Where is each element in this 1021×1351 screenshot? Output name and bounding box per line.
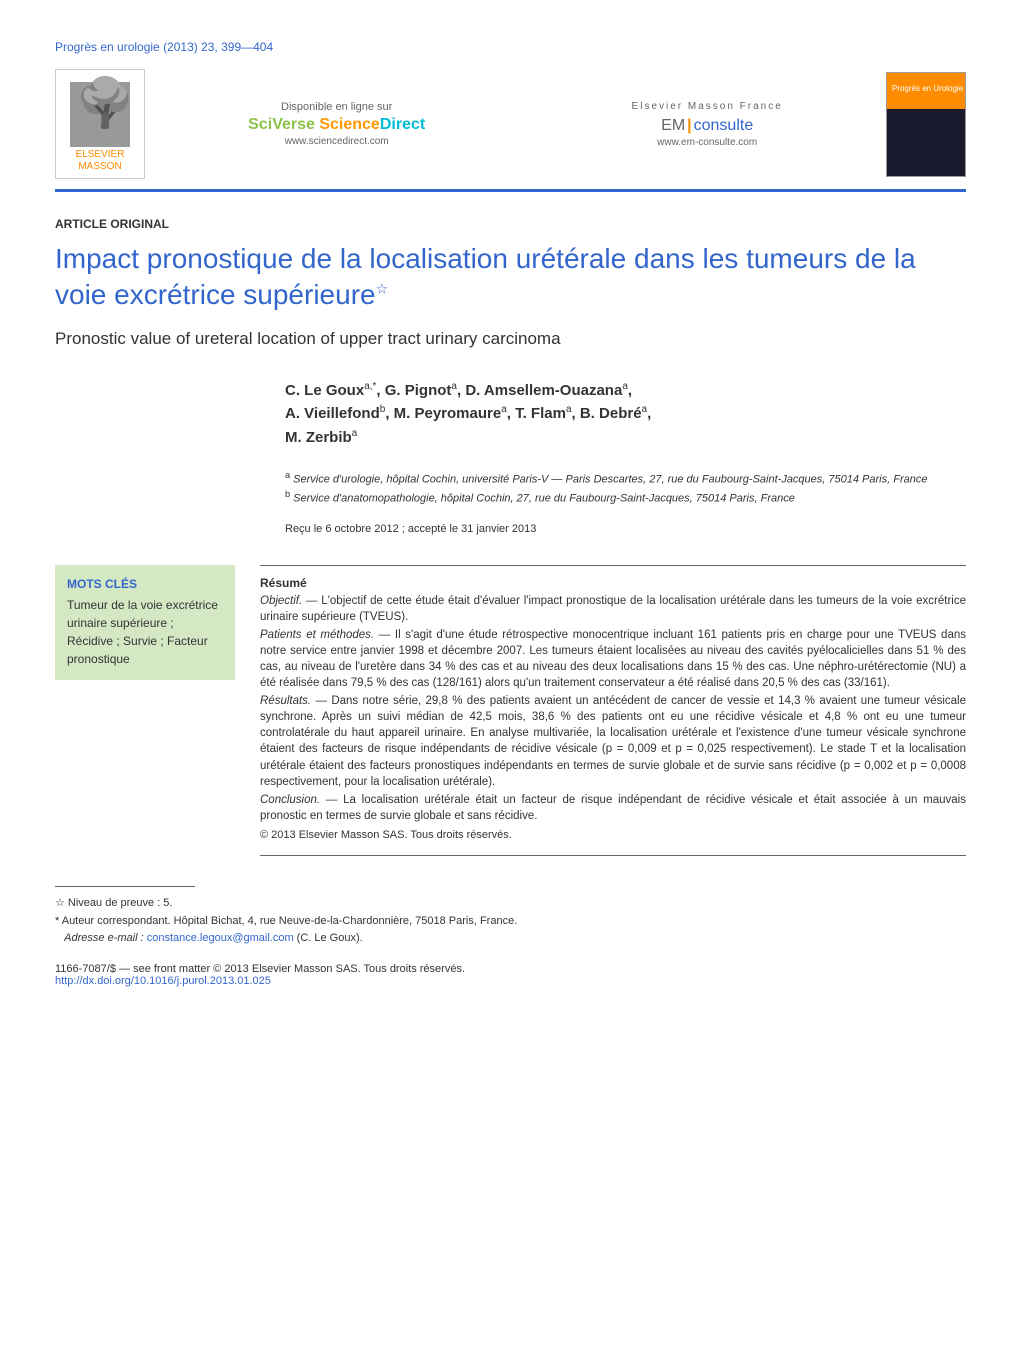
authors-block: C. Le Gouxa,*, G. Pignot a , D. Amsellem-O…	[285, 379, 966, 450]
article-dates: Reçu le 6 octobre 2012 ; accepté le 31 j…	[285, 523, 966, 535]
section-label: Objectif. —	[260, 595, 318, 607]
affiliation-a: Service d'urologie, hôpital Cochin, univ…	[293, 474, 927, 486]
keywords-title: MOTS CLÉS	[67, 577, 223, 591]
footer-separator	[55, 886, 195, 887]
publisher-name: ELSEVIER MASSON	[61, 149, 139, 173]
section-text: La localisation urétérale était un facte…	[260, 794, 966, 822]
science-text: Science	[319, 116, 379, 133]
affiliation-b: Service d'anatomopathologie, hôpital Coc…	[293, 493, 795, 505]
footnote-level: ☆ Niveau de preuve : 5.	[55, 895, 966, 913]
sciverse-logo: SciVerse ScienceDirect	[248, 116, 425, 134]
affiliations: a Service d'urologie, hôpital Cochin, un…	[285, 469, 966, 507]
direct-text: Direct	[380, 116, 425, 133]
sciencedirect-url[interactable]: www.sciencedirect.com	[248, 136, 425, 147]
section-text: L'objectif de cette étude était d'évalue…	[260, 595, 966, 623]
header-banner: ELSEVIER MASSON Disponible en ligne sur …	[55, 69, 966, 192]
consulte-text: consulte	[694, 117, 754, 134]
article-type: ARTICLE ORIGINAL	[55, 217, 966, 231]
article-title-en: Pronostic value of ureteral location of …	[55, 329, 966, 349]
abstract-copyright: © 2013 Elsevier Masson SAS. Tous droits …	[260, 828, 966, 843]
abstract-objectif: Objectif. — L'objectif de cette étude ét…	[260, 593, 966, 625]
emconsulte-url[interactable]: www.em-consulte.com	[632, 137, 783, 148]
banner-center: Disponible en ligne sur SciVerse Science…	[165, 101, 866, 148]
keywords-box: MOTS CLÉS Tumeur de la voie excrétrice u…	[55, 565, 235, 680]
abstract-patients: Patients et méthodes. — Il s'agit d'une …	[260, 627, 966, 691]
section-label: Patients et méthodes. —	[260, 629, 390, 641]
author: C. Le Goux	[285, 382, 364, 399]
sciencedirect-block: Disponible en ligne sur SciVerse Science…	[248, 101, 425, 148]
em-text: EM	[661, 117, 685, 134]
author: , B. Debré	[572, 405, 642, 422]
doi-link[interactable]: http://dx.doi.org/10.1016/j.purol.2013.0…	[55, 975, 966, 987]
journal-reference: Progrès en urologie (2013) 23, 399—404	[55, 40, 966, 54]
keywords-list: Tumeur de la voie excrétrice urinaire su…	[67, 596, 223, 668]
publisher-logo: ELSEVIER MASSON	[55, 69, 145, 179]
authors-list: C. Le Gouxa,*, G. Pignot a , D. Amsellem-O…	[285, 379, 966, 450]
abstract-conclusion: Conclusion. — La localisation urétérale …	[260, 792, 966, 824]
footnote-corresponding: * Auteur correspondant. Hôpital Bichat, …	[55, 913, 966, 931]
body-row: MOTS CLÉS Tumeur de la voie excrétrice u…	[55, 565, 966, 857]
elsevier-tree-icon	[70, 82, 130, 147]
author-sep: ,	[628, 382, 632, 399]
affil-marker: b	[285, 489, 290, 499]
author: M. Zerbib	[285, 429, 352, 446]
author-affil-sup: a	[352, 428, 358, 439]
email-link[interactable]: constance.legoux@gmail.com	[147, 932, 294, 944]
section-label: Résultats. —	[260, 695, 327, 707]
footnotes: ☆ Niveau de preuve : 5. * Auteur corresp…	[55, 895, 966, 948]
cover-label: Progrès en Urologie	[892, 85, 963, 93]
section-label: Conclusion. —	[260, 794, 337, 806]
email-label: Adresse e-mail :	[64, 932, 147, 944]
abstract-title: Résumé	[260, 576, 966, 590]
elsevier-france-label: Elsevier Masson France	[632, 101, 783, 112]
abstract-resultats: Résultats. — Dans notre série, 29,8 % de…	[260, 693, 966, 790]
author: , T. Flam	[507, 405, 566, 422]
author: , D. Amsellem-Ouazana	[457, 382, 622, 399]
pipe-icon: |	[687, 117, 691, 134]
email-suffix: (C. Le Goux).	[294, 932, 363, 944]
front-matter: 1166-7087/$ — see front matter © 2013 El…	[55, 963, 966, 987]
sciverse-text: SciVerse	[248, 116, 319, 133]
title-star-icon: ☆	[376, 281, 389, 297]
available-label: Disponible en ligne sur	[248, 101, 425, 113]
title-text: Impact pronostique de la localisation ur…	[55, 243, 916, 310]
issn-line: 1166-7087/$ — see front matter © 2013 El…	[55, 963, 966, 975]
section-text: Dans notre série, 29,8 % des patients av…	[260, 695, 966, 787]
author: , M. Peyromaure	[385, 405, 501, 422]
affil-marker: a	[285, 470, 290, 480]
emconsulte-logo: EM|consulte	[632, 117, 783, 135]
article-title-fr: Impact pronostique de la localisation ur…	[55, 241, 966, 314]
author-sep: ,	[647, 405, 651, 422]
abstract: Résumé Objectif. — L'objectif de cette é…	[260, 565, 966, 857]
emconsulte-block: Elsevier Masson France EM|consulte www.e…	[632, 101, 783, 148]
journal-cover: Progrès en Urologie	[886, 72, 966, 177]
footnote-email-line: Adresse e-mail : constance.legoux@gmail.…	[55, 930, 966, 948]
author: A. Vieillefond	[285, 405, 380, 422]
author-affil-sup: a,*	[364, 381, 376, 392]
author: , G. Pignot	[376, 382, 451, 399]
